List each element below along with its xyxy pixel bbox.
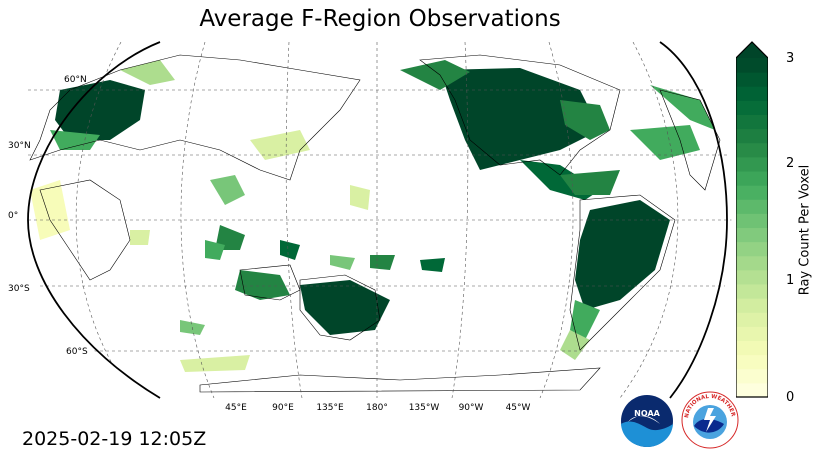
map-boundary bbox=[27, 41, 728, 399]
colorbar-band bbox=[736, 114, 768, 130]
colorbar-band bbox=[736, 382, 768, 398]
observation-patches bbox=[30, 60, 715, 372]
lon-label-135w: 135°W bbox=[408, 403, 440, 413]
colorbar-band bbox=[736, 354, 768, 370]
colorbar-band bbox=[736, 128, 768, 144]
colorbar-band bbox=[736, 185, 768, 200]
colorbar-band bbox=[736, 156, 768, 172]
lat-label-0: 0° bbox=[8, 211, 19, 221]
colorbar-band bbox=[736, 58, 768, 73]
colorbar-band bbox=[736, 312, 768, 327]
lat-label-60n: 60°N bbox=[64, 75, 87, 85]
colorbar-band bbox=[736, 171, 768, 186]
colorbar-tick-3: 3 bbox=[786, 51, 795, 66]
colorbar bbox=[736, 41, 768, 398]
colorbar-band bbox=[736, 298, 768, 313]
colorbar-band bbox=[736, 72, 768, 87]
svg-text:NOAA: NOAA bbox=[634, 409, 660, 418]
colorbar-label: Ray Count Per Voxel bbox=[797, 164, 813, 296]
lon-label-180: 180° bbox=[366, 403, 388, 413]
colorbar-band bbox=[736, 269, 768, 285]
colorbar-band bbox=[736, 213, 768, 229]
colorbar-tick-1: 1 bbox=[786, 273, 795, 288]
lat-label-30s: 30°S bbox=[8, 284, 30, 294]
colorbar-extend-arrow bbox=[736, 42, 768, 58]
colorbar-band bbox=[736, 100, 768, 116]
colorbar-band bbox=[736, 284, 768, 299]
timestamp: 2025-02-19 12:05Z bbox=[22, 428, 207, 450]
colorbar-band bbox=[736, 340, 768, 356]
colorbar-band bbox=[736, 86, 768, 101]
noaa-logo: NOAA bbox=[621, 395, 673, 447]
colorbar-tick-0: 0 bbox=[786, 390, 795, 405]
map-title: Average F-Region Observations bbox=[199, 6, 561, 32]
lat-label-60s: 60°S bbox=[66, 347, 88, 357]
colorbar-band bbox=[736, 255, 768, 271]
colorbar-band bbox=[736, 326, 768, 342]
lon-label-90e: 90°E bbox=[272, 403, 294, 413]
lat-label-30n: 30°N bbox=[8, 141, 31, 151]
graticule bbox=[28, 42, 732, 398]
coastlines bbox=[29, 54, 721, 393]
colorbar-band bbox=[736, 227, 768, 243]
colorbar-band bbox=[736, 142, 768, 158]
lon-label-135e: 135°E bbox=[316, 403, 344, 413]
colorbar-band bbox=[736, 368, 768, 384]
lon-label-45w: 45°W bbox=[505, 403, 531, 413]
lon-label-90w: 90°W bbox=[458, 403, 484, 413]
nws-logo: NATIONAL WEATHER SERVICE bbox=[680, 390, 739, 449]
colorbar-band bbox=[736, 241, 768, 257]
lon-label-45e: 45°E bbox=[225, 403, 247, 413]
colorbar-band bbox=[736, 199, 768, 214]
colorbar-tick-2: 2 bbox=[786, 156, 795, 171]
